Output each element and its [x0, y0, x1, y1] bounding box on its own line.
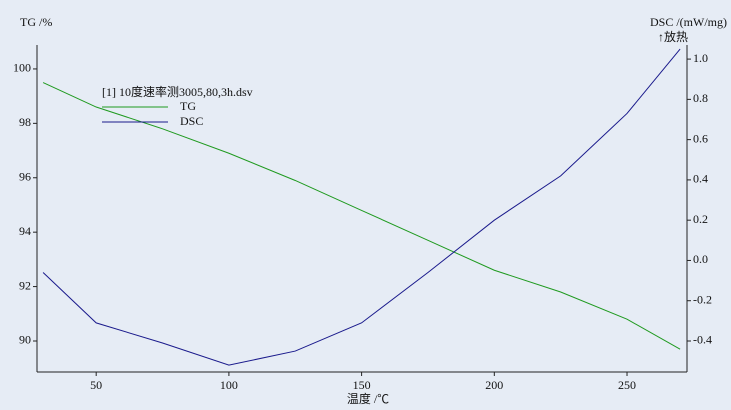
y2-tick-label: 0.4 — [693, 172, 708, 186]
y2-tick-label: 0.2 — [693, 212, 708, 226]
legend-label: TG — [180, 99, 196, 113]
x-tick-label: 100 — [220, 378, 238, 392]
x-tick-label: 150 — [353, 378, 371, 392]
series-line — [42, 48, 681, 366]
x-tick-label: 250 — [618, 378, 636, 392]
y-tick-label: 94 — [19, 224, 31, 238]
x-tick-label: 200 — [485, 378, 503, 392]
y2-tick-label: 0.8 — [693, 91, 708, 105]
legend-label: DSC — [180, 114, 203, 128]
y2-tick-label: -0.2 — [693, 292, 712, 306]
x-tick-label: 50 — [90, 378, 102, 392]
y2-axis-label: DSC /(mW/mg) — [650, 15, 727, 29]
y2-tick-label: 1.0 — [693, 51, 708, 65]
y2-tick-label: -0.4 — [693, 333, 712, 347]
y-tick-label: 96 — [19, 170, 31, 184]
y-tick-label: 98 — [19, 115, 31, 129]
y-tick-label: 92 — [19, 278, 31, 292]
y-tick-label: 90 — [19, 333, 31, 347]
y-axis-label: TG /% — [20, 15, 52, 29]
series-line — [42, 82, 681, 350]
y-tick-label: 100 — [13, 61, 31, 75]
y2-tick-label: 0.0 — [693, 252, 708, 266]
y2-note: ↑放热 — [658, 29, 688, 44]
x-axis-label: 温度 /℃ — [347, 391, 389, 406]
legend-title: [1] 10度速率测3005,80,3h.dsv — [102, 84, 253, 99]
y2-tick-label: 0.6 — [693, 131, 708, 145]
